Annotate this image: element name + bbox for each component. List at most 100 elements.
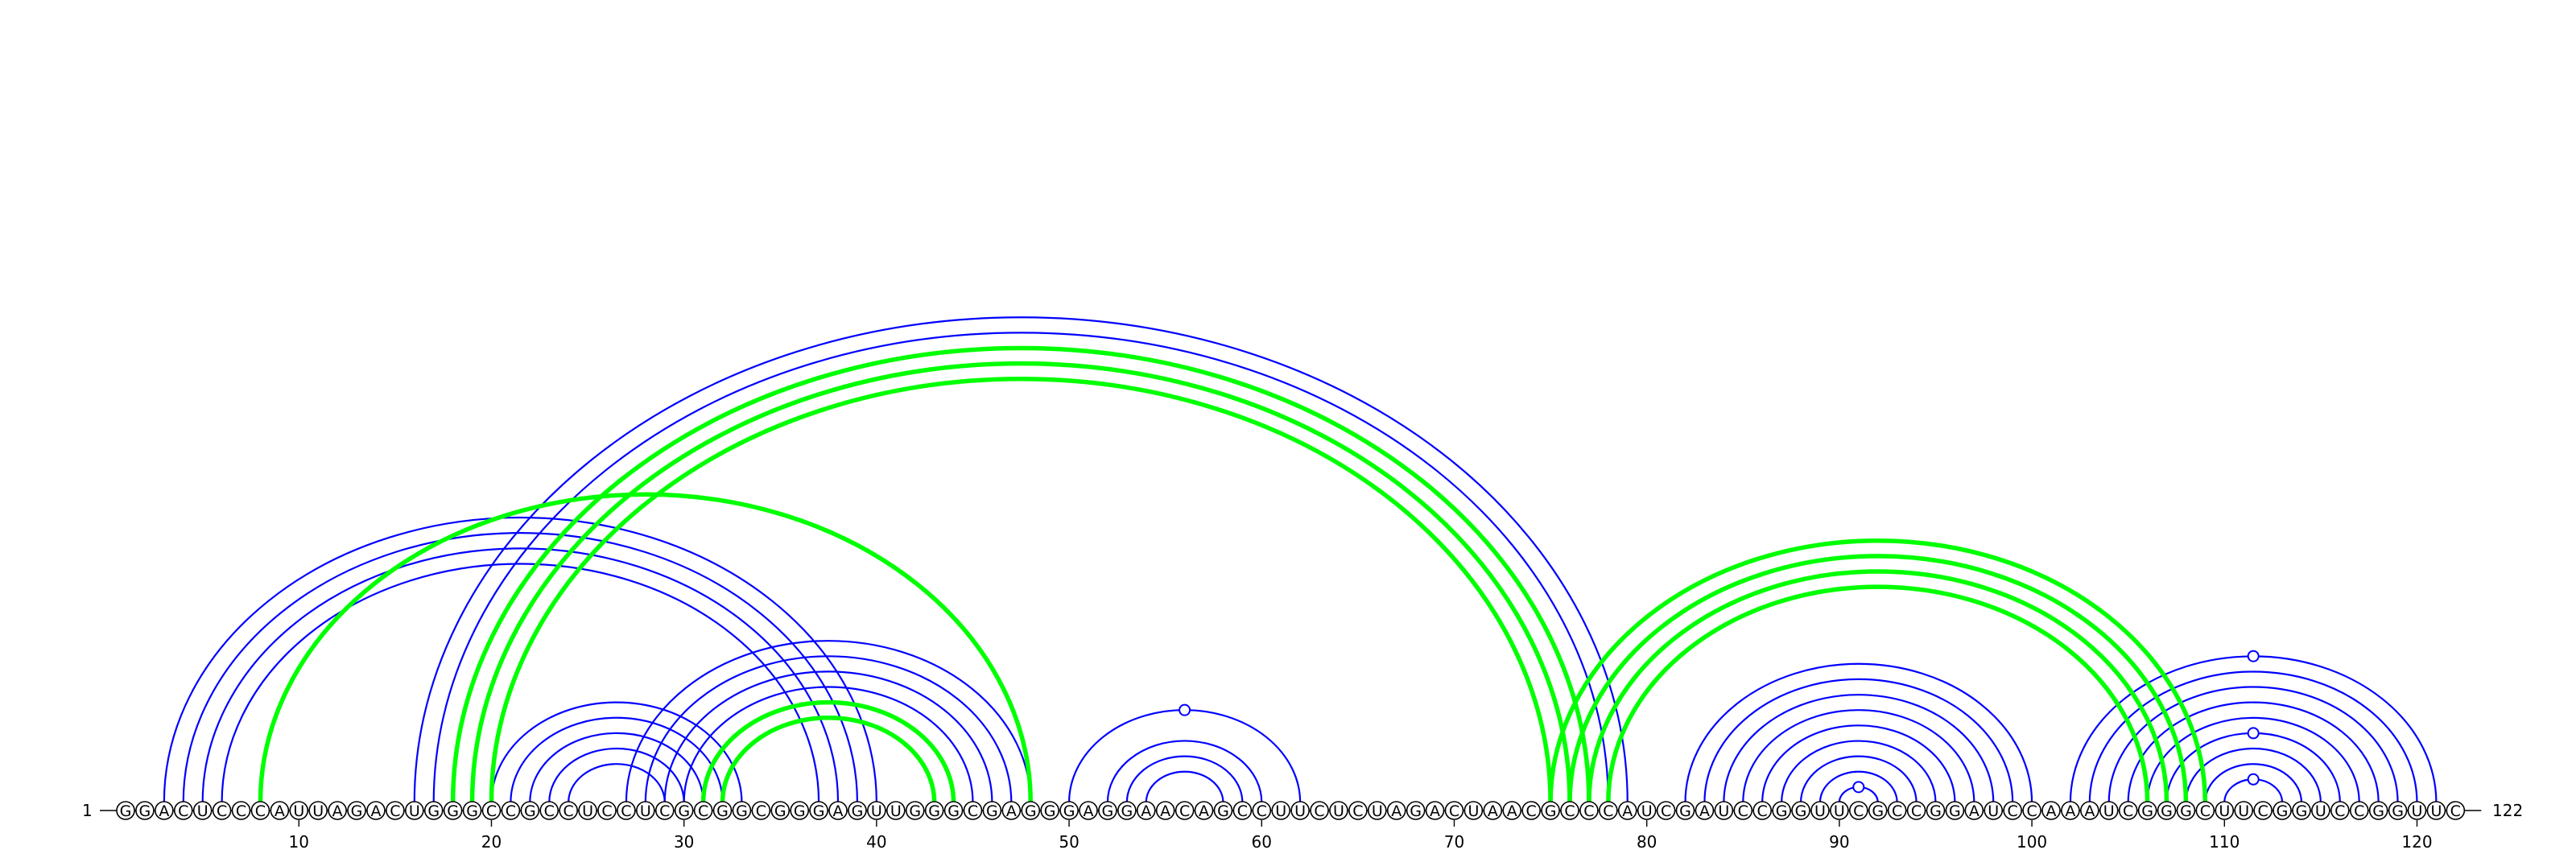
nucleotide: G — [1926, 801, 1946, 820]
nucleotide-letter: U — [197, 802, 208, 820]
green-base-pair-arc — [450, 345, 1591, 803]
nucleotide-letter: G — [2141, 802, 2153, 820]
blue-base-pair-arc — [663, 670, 993, 803]
nucleotide-letter: C — [2026, 802, 2037, 820]
nucleotide: A — [155, 801, 174, 820]
nucleotide-letter: C — [236, 802, 246, 820]
blue-base-pair-arc — [163, 516, 877, 803]
nucleotide: G — [1213, 801, 1233, 820]
nucleotide-letter: G — [947, 802, 960, 820]
nucleotide: A — [1617, 801, 1637, 820]
nucleotide: C — [559, 801, 578, 820]
nucleotide-letter: G — [852, 802, 864, 820]
nucleotide: C — [2349, 801, 2369, 820]
tick-label: 60 — [1252, 832, 1272, 852]
nucleotide-letter: G — [447, 802, 459, 820]
nucleotide: G — [674, 801, 694, 820]
nucleotide-letter: G — [1545, 802, 1557, 820]
nucleotide-letter: C — [1603, 802, 1613, 820]
nucleotide: A — [2080, 801, 2099, 820]
nucleotide: C — [1656, 801, 1676, 820]
nucleotide: C — [1887, 801, 1907, 820]
nucleotide-letter: U — [2412, 802, 2423, 820]
loop-marker — [1852, 781, 1865, 794]
nucleotide-letter: G — [2161, 802, 2173, 820]
nucleotide-letter: C — [2200, 802, 2211, 820]
nucleotide: C — [1232, 801, 1253, 820]
position-ticks: 10 20 30 40 50 60 70 80 90 100 110 120 — [289, 820, 2433, 852]
nucleotide-letter: C — [968, 802, 978, 820]
nucleotide: C — [173, 801, 193, 820]
tick-label: 110 — [2209, 832, 2240, 852]
blue-base-pair-arc — [548, 747, 685, 803]
nucleotide-letter: U — [312, 802, 324, 820]
nucleotide-letter: G — [909, 802, 921, 820]
nucleotide-letter: C — [1911, 802, 1922, 820]
nucleotide: G — [1059, 801, 1079, 820]
nucleotide: C — [250, 801, 270, 820]
nucleotide-letter: U — [409, 802, 420, 820]
tick-label: 90 — [1829, 832, 1849, 852]
nucleotide: C — [654, 801, 675, 820]
nucleotide: A — [1964, 801, 1984, 820]
nucleotide: G — [982, 801, 1002, 820]
nucleotide: U — [2426, 801, 2446, 820]
blue-base-pair-arc — [2204, 763, 2303, 803]
nucleotide: C — [2022, 801, 2041, 820]
blue-base-pair-arc — [1125, 755, 1244, 803]
nucleotide-letter: U — [640, 802, 651, 820]
blue-base-pair-arc — [432, 332, 1609, 803]
loop-marker — [1179, 703, 1191, 716]
nucleotide: U — [578, 801, 597, 820]
nucleotide-letter: A — [1006, 802, 1017, 820]
nucleotide-letter: G — [2372, 802, 2384, 820]
nucleotide-letter: C — [2257, 802, 2268, 820]
nucleotide-letter: C — [2354, 802, 2364, 820]
nucleotide-letter: U — [293, 802, 304, 820]
green-base-pair-arc — [258, 492, 1033, 803]
blue-base-pair-arc — [2165, 732, 2341, 803]
nucleotide-letter: C — [1738, 802, 1748, 820]
nucleotide: G — [1868, 801, 1888, 820]
nucleotide: U — [1329, 801, 1348, 820]
blue-base-pair-arc — [2185, 747, 2322, 803]
nucleotide-letter: A — [1969, 802, 1979, 820]
tick-label: 10 — [289, 832, 309, 852]
blue-base-pair-arc — [2088, 670, 2418, 803]
nucleotide: G — [1675, 801, 1695, 820]
nucleotide: A — [1386, 801, 1406, 820]
nucleotide: A — [1001, 801, 1022, 820]
nucleotide: G — [1406, 801, 1426, 820]
nucleotide-letter: C — [1661, 802, 1671, 820]
nucleotide-letter: C — [1449, 802, 1459, 820]
tick-label: 30 — [674, 832, 694, 852]
base-pair-arcs — [163, 316, 2438, 803]
nucleotide-letter: A — [1622, 802, 1633, 820]
nucleotide-letter: A — [1488, 802, 1498, 820]
nucleotide-letter: A — [275, 802, 285, 820]
blue-base-pair-arc — [182, 532, 859, 803]
sequence-start-label: 1 — [82, 801, 93, 820]
nucleotide-letter: G — [2277, 802, 2289, 820]
nucleotide: G — [116, 801, 135, 820]
nucleotide-letter: G — [427, 802, 440, 820]
nucleotide-letter: G — [1872, 802, 1884, 820]
nucleotide: G — [924, 801, 944, 820]
nucleotide-letter: A — [1699, 802, 1710, 820]
nucleotide: G — [770, 801, 791, 820]
nucleotide: G — [1772, 801, 1791, 820]
nucleotide-letter: A — [1507, 802, 1517, 820]
nucleotide-letter: C — [564, 802, 574, 820]
nucleotide-letter: C — [601, 802, 612, 820]
nucleotide-letter: A — [370, 802, 381, 820]
nucleotide-letter: G — [1044, 802, 1056, 820]
nucleotide-letter: U — [1468, 802, 1479, 820]
nucleotide-letter: C — [1853, 802, 1864, 820]
nucleotide-letter: C — [255, 802, 266, 820]
nucleotide: C — [1733, 801, 1753, 820]
nucleotide-letter: C — [1583, 802, 1594, 820]
nucleotide-letter: U — [582, 802, 593, 820]
green-base-pair-arc — [1567, 554, 2189, 803]
nucleotide-letter: G — [466, 802, 478, 820]
